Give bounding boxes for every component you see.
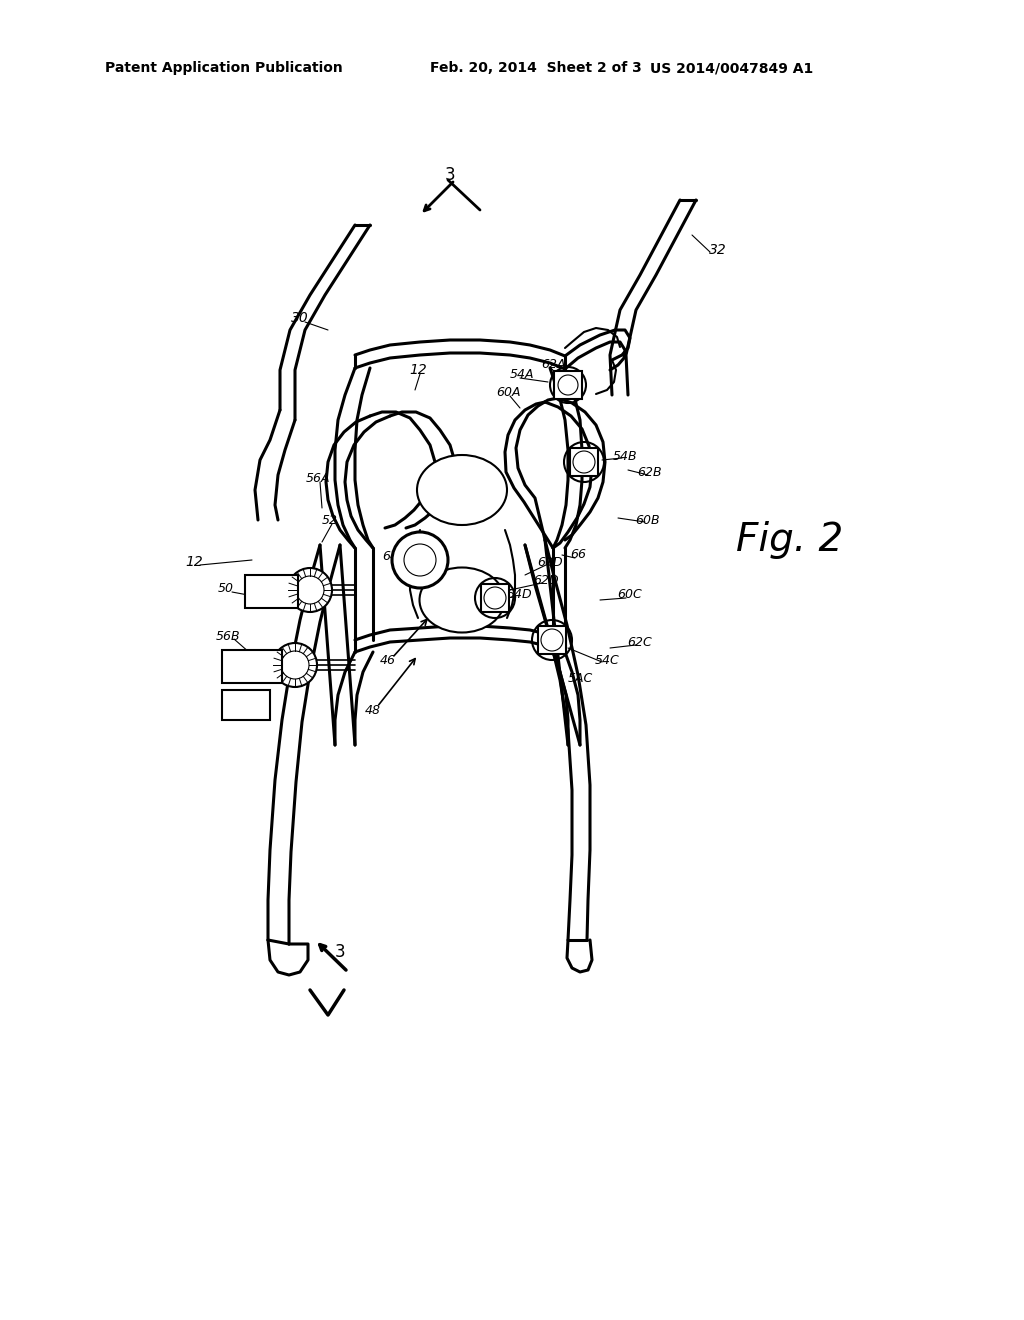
Circle shape [484, 587, 506, 609]
Ellipse shape [417, 455, 507, 525]
Circle shape [573, 451, 595, 473]
Text: 3: 3 [444, 166, 456, 183]
Circle shape [541, 630, 563, 651]
Polygon shape [570, 447, 598, 477]
Text: 62D: 62D [534, 573, 559, 586]
Text: 54D: 54D [507, 589, 532, 602]
Text: 3: 3 [335, 942, 345, 961]
Text: 30: 30 [291, 312, 309, 325]
Text: 62B: 62B [638, 466, 663, 479]
Text: 60C: 60C [617, 589, 642, 602]
Circle shape [288, 568, 332, 612]
Text: 54A: 54A [510, 368, 535, 381]
Text: Patent Application Publication: Patent Application Publication [105, 61, 343, 75]
Polygon shape [245, 576, 298, 609]
Text: 52: 52 [322, 513, 338, 527]
Text: 5AC: 5AC [567, 672, 593, 685]
Circle shape [404, 544, 436, 576]
Circle shape [281, 651, 309, 678]
Text: 62C: 62C [628, 635, 652, 648]
Text: Feb. 20, 2014  Sheet 2 of 3: Feb. 20, 2014 Sheet 2 of 3 [430, 61, 642, 75]
Text: 54C: 54C [595, 653, 620, 667]
Text: 56B: 56B [216, 630, 241, 643]
Text: 64: 64 [382, 549, 398, 562]
Text: 50: 50 [218, 582, 234, 594]
Polygon shape [554, 371, 582, 399]
Text: 12: 12 [410, 363, 427, 378]
Text: 12: 12 [185, 554, 203, 569]
Text: 54B: 54B [612, 450, 637, 462]
Text: Fig. 2: Fig. 2 [736, 521, 844, 558]
Text: 46: 46 [380, 653, 396, 667]
Text: 60B: 60B [636, 513, 660, 527]
Text: 60D: 60D [538, 556, 563, 569]
Circle shape [392, 532, 449, 587]
Circle shape [558, 375, 578, 395]
Text: 66: 66 [570, 549, 586, 561]
Polygon shape [222, 690, 270, 719]
Circle shape [296, 576, 324, 605]
Ellipse shape [420, 568, 505, 632]
Text: 56A: 56A [306, 471, 331, 484]
Polygon shape [538, 626, 566, 653]
Text: 48: 48 [365, 704, 381, 717]
Circle shape [273, 643, 317, 686]
Text: 62A: 62A [541, 359, 565, 371]
Text: US 2014/0047849 A1: US 2014/0047849 A1 [650, 61, 813, 75]
Text: 60A: 60A [496, 387, 520, 400]
Text: 32: 32 [710, 243, 727, 257]
Polygon shape [481, 583, 509, 612]
Polygon shape [222, 649, 282, 682]
